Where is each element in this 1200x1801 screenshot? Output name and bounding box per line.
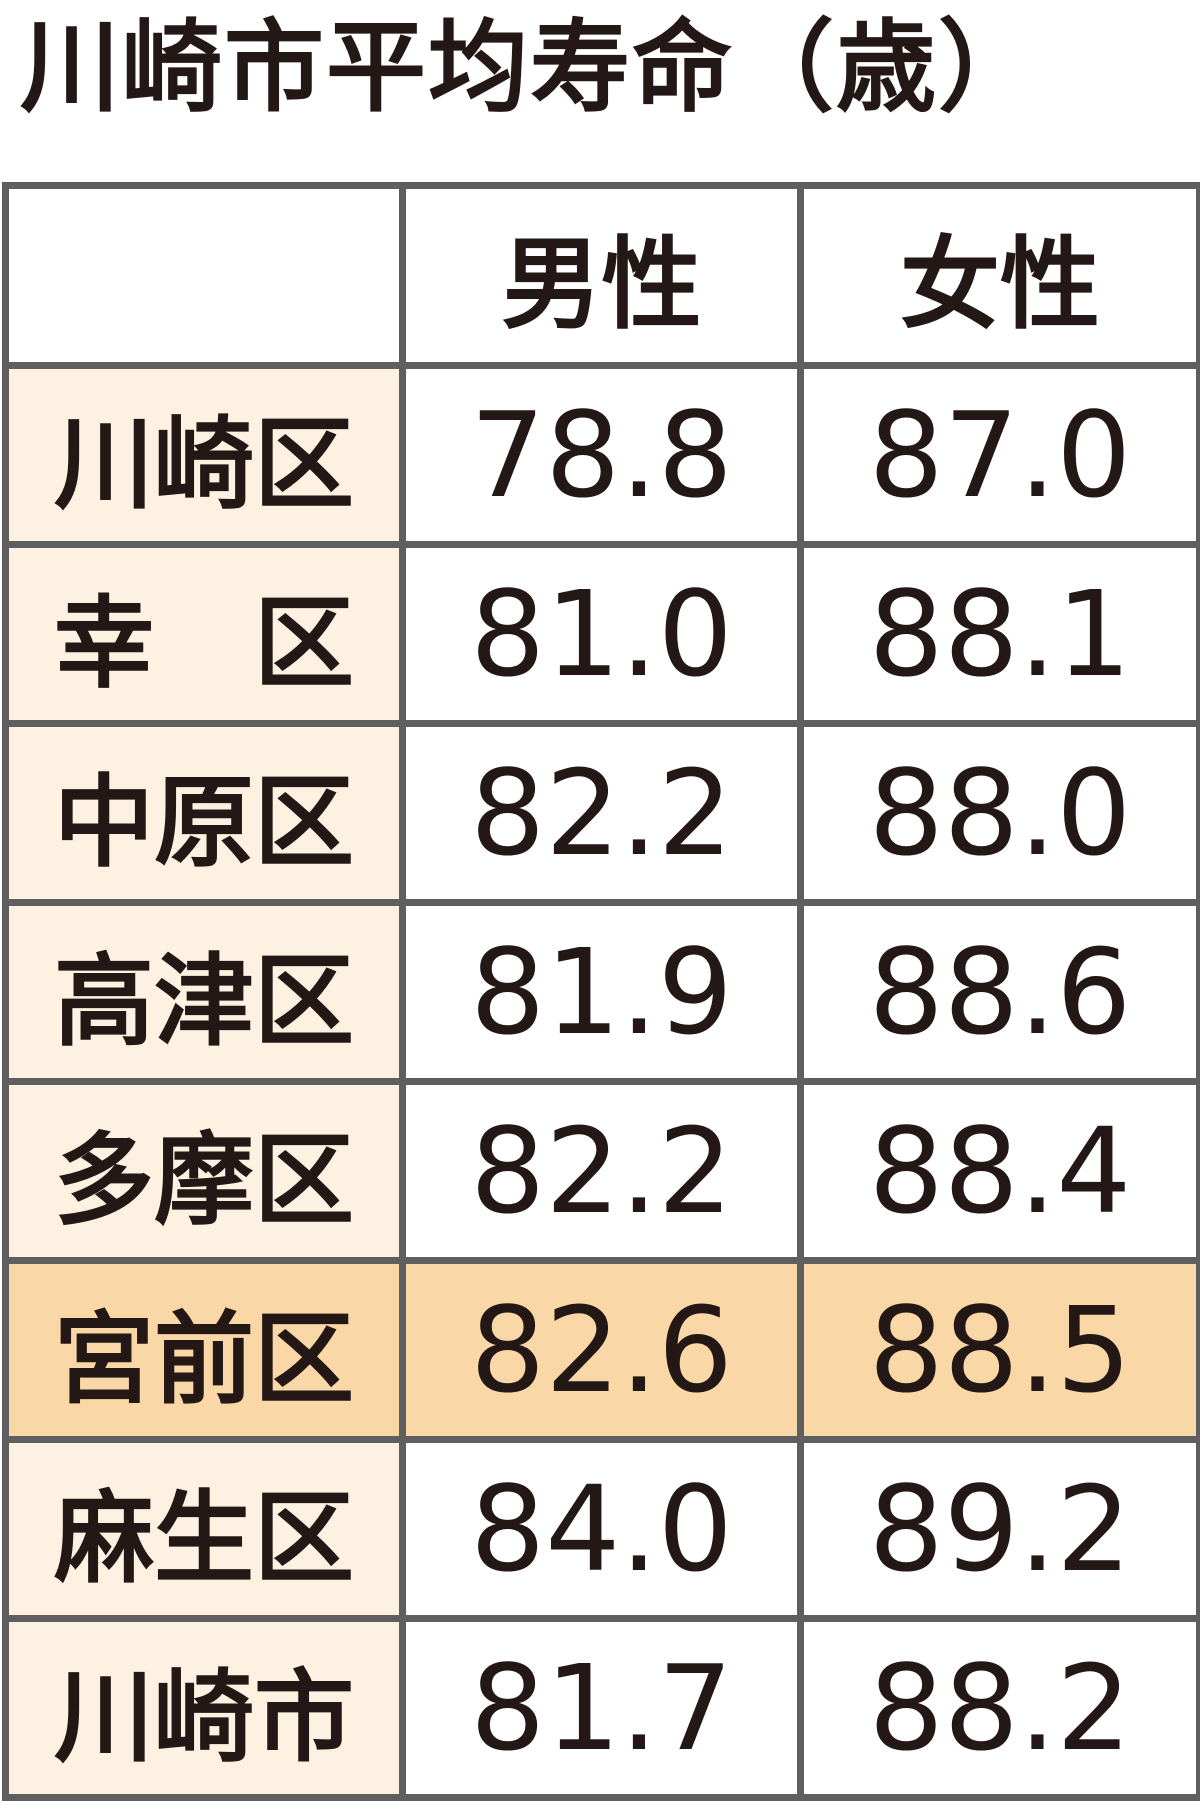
table-row: 幸 区 81.0 88.1 bbox=[2, 541, 1200, 727]
table-row: 中原区 82.2 88.0 bbox=[2, 720, 1200, 906]
female-value-cell: 88.6 bbox=[797, 899, 1200, 1085]
table-row: 川崎市 81.7 88.2 bbox=[2, 1615, 1200, 1801]
life-expectancy-table: 男性 女性 川崎区 78.8 87.0 幸 区 81.0 88.1 中原区 82.2 88.0 高… bbox=[2, 182, 1200, 1801]
table-row: 麻生区 84.0 89.2 bbox=[2, 1436, 1200, 1622]
ward-name-cell: 麻生区 bbox=[2, 1436, 406, 1622]
ward-name-cell: 川崎市 bbox=[2, 1615, 406, 1801]
header-female: 女性 bbox=[797, 182, 1200, 369]
female-value-cell: 87.0 bbox=[797, 362, 1200, 548]
male-value-cell: 82.2 bbox=[399, 1078, 804, 1264]
male-value-cell: 81.7 bbox=[399, 1615, 804, 1801]
ward-name-cell: 幸 区 bbox=[2, 541, 406, 727]
header-row: 男性 女性 bbox=[2, 182, 1200, 369]
table-row: 川崎区 78.8 87.0 bbox=[2, 362, 1200, 548]
female-value-cell: 88.4 bbox=[797, 1078, 1200, 1264]
table-row: 多摩区 82.2 88.4 bbox=[2, 1078, 1200, 1264]
female-value-cell: 88.0 bbox=[797, 720, 1200, 906]
female-value-cell: 88.5 bbox=[797, 1257, 1200, 1443]
ward-name-cell: 宮前区 bbox=[2, 1257, 406, 1443]
table-row: 高津区 81.9 88.6 bbox=[2, 899, 1200, 1085]
male-value-cell: 82.2 bbox=[399, 720, 804, 906]
female-value-cell: 88.2 bbox=[797, 1615, 1200, 1801]
ward-name-cell: 多摩区 bbox=[2, 1078, 406, 1264]
male-value-cell: 84.0 bbox=[399, 1436, 804, 1622]
header-blank bbox=[2, 182, 406, 369]
page-title: 川崎市平均寿命（歳） bbox=[20, 9, 1040, 126]
male-value-cell: 81.9 bbox=[399, 899, 804, 1085]
female-value-cell: 89.2 bbox=[797, 1436, 1200, 1622]
male-value-cell: 81.0 bbox=[399, 541, 804, 727]
male-value-cell: 82.6 bbox=[399, 1257, 804, 1443]
ward-name-cell: 中原区 bbox=[2, 720, 406, 906]
male-value-cell: 78.8 bbox=[399, 362, 804, 548]
ward-name-cell: 高津区 bbox=[2, 899, 406, 1085]
table-row: 宮前区 82.6 88.5 bbox=[2, 1257, 1200, 1443]
female-value-cell: 88.1 bbox=[797, 541, 1200, 727]
header-male: 男性 bbox=[399, 182, 804, 369]
ward-name-cell: 川崎区 bbox=[2, 362, 406, 548]
